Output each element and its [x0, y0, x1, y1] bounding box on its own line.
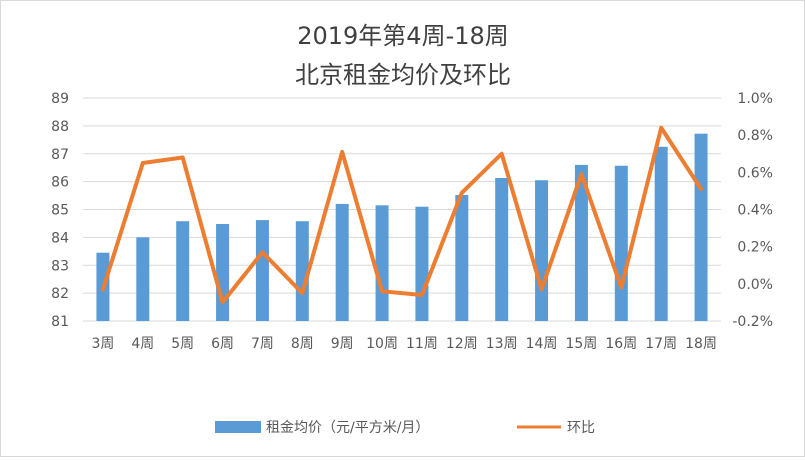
line-point: [540, 287, 544, 291]
bar: [574, 164, 588, 321]
line-point: [300, 291, 304, 295]
legend-swatch-bar: [215, 421, 261, 433]
left-tick-label: 84: [51, 230, 69, 246]
line-point: [460, 191, 464, 195]
bar: [495, 178, 509, 321]
category-label: 13周: [486, 336, 518, 352]
line-point: [659, 126, 663, 130]
right-tick-label: 0.8%: [737, 128, 773, 144]
chart-title-line1: 2019年第4周-18周: [297, 22, 509, 50]
line-series: [100, 125, 704, 305]
category-label: 3周: [91, 336, 114, 352]
right-tick-label: -0.2%: [732, 314, 773, 330]
bar: [535, 180, 549, 321]
line-point: [579, 172, 583, 176]
left-axis: 81 82 83 84 85 86 87 88 89: [51, 91, 69, 330]
line-point: [380, 289, 384, 293]
right-axis: -0.2% 0.0% 0.2% 0.4% 0.6% 0.8% 1.0%: [732, 91, 773, 330]
left-tick-label: 87: [51, 147, 69, 163]
line-point: [181, 155, 185, 159]
bar: [654, 146, 668, 321]
category-label: 9周: [331, 336, 354, 352]
left-tick-label: 86: [51, 175, 69, 191]
legend-label-bar: 租金均价（元/平方米/月）: [266, 420, 429, 436]
category-label: 18周: [685, 336, 717, 352]
line-point: [340, 150, 344, 154]
left-tick-label: 89: [51, 91, 69, 107]
bar: [455, 195, 469, 321]
left-tick-label: 88: [51, 119, 69, 135]
bar: [614, 165, 628, 321]
line-path: [100, 125, 704, 305]
right-tick-label: 1.0%: [737, 91, 773, 107]
right-tick-label: 0.0%: [737, 277, 773, 293]
line-point: [101, 287, 105, 291]
bar: [295, 221, 309, 321]
chart-title-line2: 北京租金均价及环比: [295, 61, 511, 89]
bar: [255, 220, 269, 321]
category-label: 7周: [251, 336, 274, 352]
category-axis: 3周 4周 5周 6周 7周 8周 9周 10周 11周 12周 13周 14周 15周 16周 17周 18…: [91, 336, 717, 352]
category-label: 12周: [446, 336, 478, 352]
left-tick-label: 83: [51, 258, 69, 274]
bar: [216, 223, 230, 321]
legend: 租金均价（元/平方米/月） 环比: [215, 420, 595, 436]
bar: [375, 205, 389, 321]
category-label: 14周: [526, 336, 558, 352]
category-label: 6周: [211, 336, 234, 352]
left-tick-label: 85: [51, 203, 69, 219]
left-tick-label: 81: [51, 314, 69, 330]
left-tick-label: 82: [51, 286, 69, 302]
line-point: [260, 250, 264, 254]
right-tick-label: 0.2%: [737, 240, 773, 256]
category-label: 15周: [566, 336, 598, 352]
category-label: 5周: [171, 336, 194, 352]
bar: [176, 221, 190, 321]
line-point: [500, 152, 504, 156]
bar: [335, 203, 349, 321]
right-tick-label: 0.4%: [737, 203, 773, 219]
line-point: [141, 161, 145, 165]
line-point: [699, 187, 703, 191]
bar: [415, 206, 429, 321]
bar: [136, 237, 150, 321]
line-point: [221, 300, 225, 304]
category-label: 11周: [406, 336, 438, 352]
right-tick-label: 0.6%: [737, 165, 773, 181]
category-label: 10周: [366, 336, 398, 352]
category-label: 16周: [605, 336, 637, 352]
category-label: 4周: [131, 336, 154, 352]
line-point: [420, 293, 424, 297]
category-label: 17周: [645, 336, 677, 352]
category-label: 8周: [291, 336, 314, 352]
legend-label-line: 环比: [567, 420, 595, 436]
line-point: [619, 286, 623, 290]
bar: [694, 133, 708, 321]
